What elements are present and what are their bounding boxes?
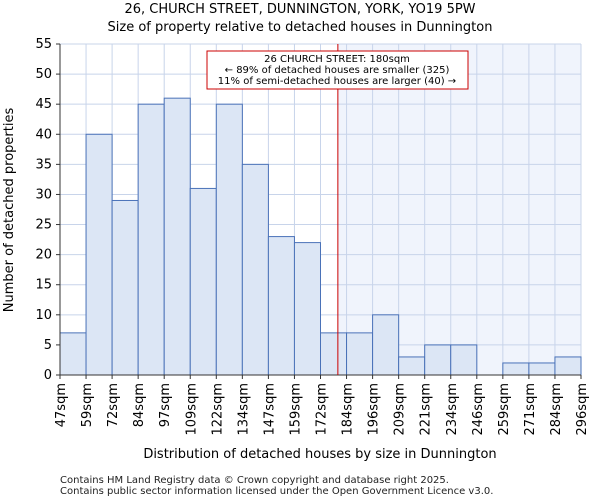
y-tick-label: 55 (35, 37, 52, 52)
y-tick-label: 20 (35, 248, 52, 263)
y-tick-label: 10 (35, 308, 52, 323)
y-ticks: 0 5 10 15 20 25 30 35 40 45 50 55 (35, 37, 60, 383)
x-tick-label: 296sqm (575, 383, 590, 436)
bar (424, 344, 452, 376)
bar (372, 314, 400, 376)
x-tick-label: 271sqm (523, 383, 538, 436)
x-tick-label: 47sqm (54, 383, 69, 427)
footer-line-2: Contains public sector information licen… (60, 486, 493, 497)
annotation-line-1: 26 CHURCH STREET: 180sqm (264, 54, 410, 65)
x-tick-label: 97sqm (158, 383, 173, 427)
bar (554, 356, 582, 376)
x-tick-label: 209sqm (393, 383, 408, 436)
annotation-line-3: 11% of semi-detached houses are larger (… (218, 76, 456, 87)
bar (346, 332, 374, 376)
annotation-frame (206, 50, 469, 90)
x-tick-label: 196sqm (367, 383, 382, 436)
bar (398, 356, 426, 376)
y-tick-label: 0 (44, 368, 52, 383)
x-tick-label: 147sqm (262, 383, 277, 436)
bar (293, 242, 322, 376)
x-tick-label: 246sqm (471, 383, 486, 436)
chart-title: 26, CHURCH STREET, DUNNINGTON, YORK, YO1… (124, 2, 475, 17)
x-tick-label: 184sqm (341, 383, 356, 436)
x-tick-label: 84sqm (132, 383, 147, 427)
y-tick-label: 15 (35, 278, 52, 293)
x-tick-label: 172sqm (315, 383, 330, 436)
bar (450, 344, 478, 376)
x-tick-label: 159sqm (288, 383, 303, 436)
bar (502, 362, 530, 376)
x-tick-label: 134sqm (236, 383, 251, 436)
y-axis-label: Number of detached properties (2, 108, 17, 313)
annotation-box: 26 CHURCH STREET: 180sqm ← 89% of detach… (206, 50, 469, 90)
bar (215, 103, 243, 376)
bar (137, 103, 165, 376)
x-tick-label: 284sqm (549, 383, 564, 436)
x-tick-label: 72sqm (106, 383, 121, 427)
bar (111, 199, 139, 376)
x-ticks: 47sqm 59sqm 72sqm 84sqm 97sqm 109sqm 122sqm 134… (54, 375, 590, 436)
y-tick-label: 40 (35, 127, 52, 142)
bar (241, 163, 269, 376)
y-tick-label: 25 (35, 218, 52, 233)
y-tick-label: 50 (35, 67, 52, 82)
annotation-line-2: ← 89% of detached houses are smaller (32… (225, 65, 450, 76)
footer-line-1: Contains HM Land Registry data © Crown c… (60, 475, 449, 486)
bar (189, 187, 217, 376)
x-tick-label: 59sqm (80, 383, 95, 427)
x-tick-label: 234sqm (445, 383, 460, 436)
x-tick-label: 221sqm (419, 383, 434, 436)
bar (59, 332, 87, 376)
y-tick-label: 45 (35, 97, 52, 112)
bar (528, 362, 556, 376)
x-tick-label: 122sqm (210, 383, 225, 436)
bar (267, 236, 295, 376)
bars (59, 97, 582, 376)
y-tick-label: 5 (44, 338, 52, 353)
x-tick-label: 109sqm (184, 383, 199, 436)
bar (320, 332, 348, 376)
bar (85, 133, 113, 376)
y-tick-label: 35 (35, 157, 52, 172)
x-tick-label: 259sqm (497, 383, 512, 436)
bar (163, 97, 191, 376)
x-axis-label: Distribution of detached houses by size … (143, 447, 496, 462)
chart-subtitle: Size of property relative to detached ho… (108, 20, 493, 35)
y-tick-label: 30 (35, 187, 52, 202)
